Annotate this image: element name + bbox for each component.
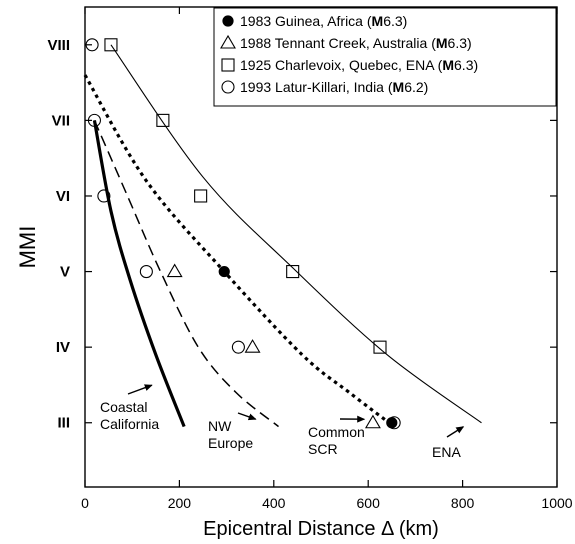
- x-tick-label: 400: [262, 495, 286, 511]
- annotation-label: NW: [208, 418, 232, 434]
- legend-marker-open-square: [221, 58, 235, 72]
- y-tick-label: IV: [56, 339, 70, 356]
- legend-label: 1925 Charlevoix, Quebec, ENA (M6.3): [240, 57, 478, 73]
- legend-marker-filled-circle: [222, 15, 234, 27]
- legend-label: 1988 Tennant Creek, Australia (M6.3): [240, 35, 472, 51]
- point-open-square: [373, 340, 387, 354]
- x-tick-label: 600: [357, 495, 381, 511]
- point-filled-circle: [218, 265, 230, 278]
- legend-label: 1993 Latur-Killari, India (M6.2): [240, 79, 428, 95]
- annotation-label: Europe: [208, 435, 253, 451]
- point-open-square: [286, 265, 300, 279]
- plot-border: [84, 6, 558, 488]
- annotation-label: Coastal: [100, 399, 147, 415]
- x-tick-label: 0: [81, 495, 89, 511]
- annotation-arrow: [237, 412, 257, 421]
- point-open-circle: [231, 340, 245, 354]
- annotation-label: Common: [308, 424, 365, 440]
- x-tick-label: 1000: [541, 495, 572, 511]
- point-open-square: [194, 189, 208, 203]
- curve-coastal-california: [92, 120, 186, 428]
- point-open-circle: [139, 265, 153, 279]
- point-open-circle: [85, 38, 99, 52]
- curve-common-scr: [83, 74, 389, 423]
- legend-box: [213, 7, 557, 107]
- curves: [83, 44, 482, 428]
- point-open-circle: [87, 113, 101, 127]
- point-open-square: [104, 38, 118, 52]
- point-open-triangle: [244, 339, 261, 353]
- point-open-square: [156, 113, 170, 127]
- x-tick-label: 200: [168, 495, 192, 511]
- y-tick-label: III: [57, 415, 70, 432]
- y-tick-label: VI: [56, 188, 70, 205]
- point-open-triangle: [166, 263, 183, 278]
- annotation-arrow: [446, 426, 465, 438]
- annotation-label: SCR: [308, 441, 338, 457]
- plot-frame: [84, 6, 558, 488]
- y-tick-label: VIII: [47, 37, 70, 54]
- point-open-circle: [97, 189, 111, 203]
- curve-nw-europe: [93, 120, 279, 428]
- legend-marker-open-triangle: [220, 34, 236, 49]
- y-axis-label: MMI: [15, 226, 40, 269]
- curve-ena: [110, 44, 482, 424]
- point-open-triangle: [364, 414, 381, 429]
- legend: 1983 Guinea, Africa (M6.3) 1988 Tennant C…: [213, 7, 557, 107]
- legend-marker-open-circle: [221, 80, 235, 94]
- y-tick-label: VII: [52, 112, 70, 129]
- annotation-arrow: [127, 384, 153, 395]
- data-points: [85, 38, 401, 430]
- x-axis-label: Epicentral Distance Δ (km): [203, 518, 439, 540]
- annotation-label: ENA: [432, 444, 461, 460]
- annotation-label: California: [100, 416, 159, 432]
- legend-label: 1983 Guinea, Africa (M6.3): [240, 13, 407, 29]
- y-tick-label: V: [60, 264, 70, 281]
- point-open-circle: [387, 416, 401, 430]
- axes: 0 200 400 600 800 1000 III IV V VI VII VIII Epicentr…: [15, 7, 573, 540]
- x-tick-label: 800: [451, 495, 475, 511]
